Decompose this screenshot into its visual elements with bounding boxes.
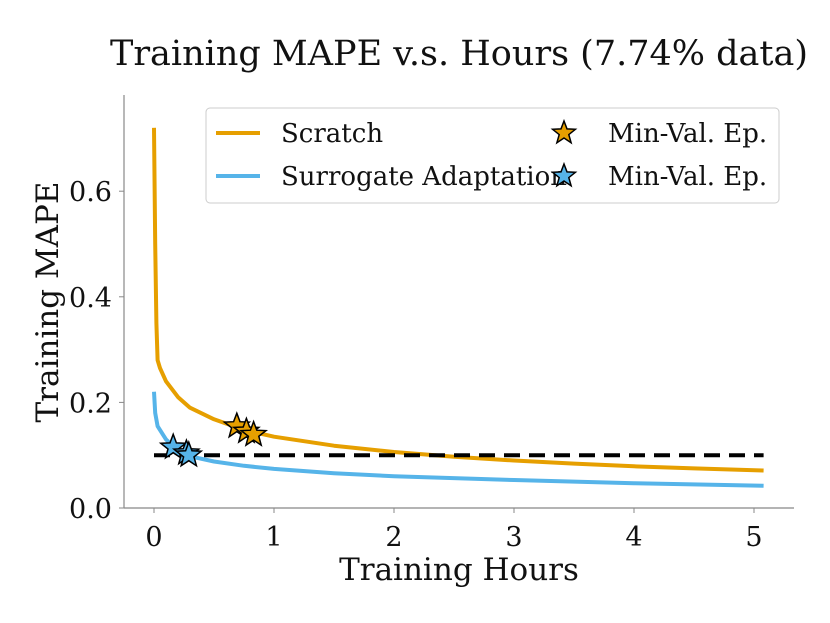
x-tick-label: 5 bbox=[745, 522, 762, 553]
x-tick-label: 1 bbox=[265, 522, 282, 553]
legend-label-minval-surrogate: Min-Val. Ep. bbox=[608, 162, 767, 192]
legend-star-scratch bbox=[550, 118, 578, 145]
chart-title: Training MAPE v.s. Hours (7.74% data) bbox=[110, 34, 808, 74]
y-tick-label: 0.6 bbox=[69, 177, 112, 208]
x-axis-label: Training Hours bbox=[339, 552, 579, 588]
legend-frame bbox=[205, 107, 780, 204]
x-tick-label: 0 bbox=[145, 522, 162, 553]
scratch-min-val-star bbox=[239, 419, 269, 447]
legend-star-surrogate bbox=[550, 161, 578, 188]
surrogate-line bbox=[152, 391, 764, 488]
x-tick-label: 2 bbox=[385, 522, 402, 553]
surrogate-min-val-star bbox=[174, 440, 204, 468]
legend: Scratch Surrogate Adaptation Min-Val. Ep… bbox=[205, 107, 780, 204]
y-tick-label: 0.4 bbox=[69, 283, 112, 314]
y-tick-label: 0.0 bbox=[69, 494, 112, 525]
y-axis-label: Training MAPE bbox=[30, 181, 66, 422]
legend-label-scratch: Scratch bbox=[281, 119, 383, 149]
legend-label-minval-scratch: Min-Val. Ep. bbox=[608, 119, 767, 149]
legend-label-surrogate: Surrogate Adaptation bbox=[281, 162, 567, 192]
y-tick-label: 0.2 bbox=[69, 388, 112, 419]
x-tick-label: 4 bbox=[625, 522, 642, 553]
x-tick-label: 3 bbox=[505, 522, 522, 553]
surrogate-min-val-star bbox=[158, 432, 188, 460]
